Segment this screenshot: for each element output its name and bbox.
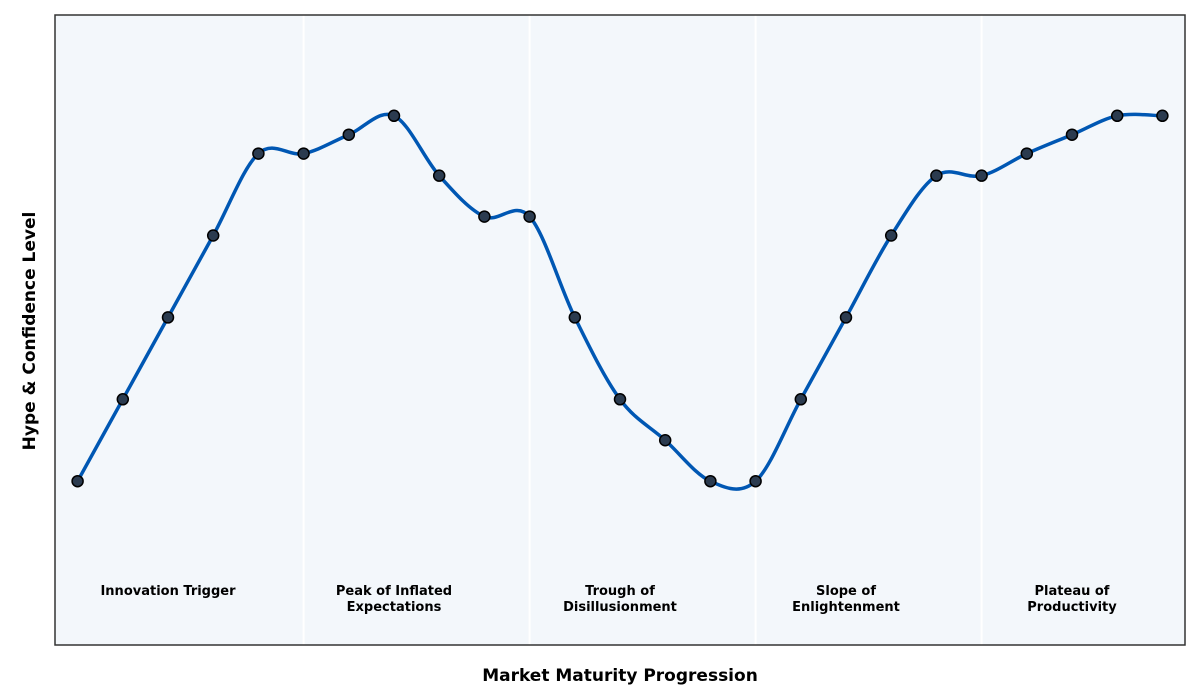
data-point [523,210,536,223]
phase-label: Innovation Trigger [100,584,236,599]
phase-label-line: Productivity [1027,600,1117,615]
data-point [478,210,491,223]
phase-label: Slope of Enlightenment [792,584,900,615]
data-point [704,474,717,488]
phase-label-line: Expectations [347,600,442,615]
phase-label-line: Innovation Trigger [100,584,236,599]
phase-label-line: Disillusionment [563,600,677,615]
data-point [297,147,310,160]
phase-label-line: Enlightenment [792,600,900,615]
data-point [930,169,943,182]
phase-label: Peak of Inflated Expectations [336,584,452,615]
phase-label-line: Slope of [816,584,876,599]
hype-curve-line [76,112,1163,491]
data-point [252,147,265,160]
data-point [794,393,808,406]
data-point [749,474,762,488]
data-point [116,393,130,406]
data-markers [71,109,1169,488]
data-point [1110,109,1124,123]
y-axis-title: Hype & Confidence Level [20,212,40,451]
data-point [161,311,175,324]
data-point [613,393,627,406]
phase-label-line: Peak of Inflated [336,584,452,599]
data-point [839,311,853,324]
data-point [432,169,446,182]
phase-labels: Innovation Trigger Peak of Inflated Expect… [100,584,1117,615]
phase-label-line: Trough of [585,584,655,599]
data-point [1065,128,1079,141]
plot-background [55,15,1185,645]
phase-dividers [302,15,983,645]
data-point [1156,109,1169,123]
x-axis-title: Market Maturity Progression [482,666,758,686]
data-point [568,311,582,324]
data-point [658,434,672,447]
phase-label: Trough of Disillusionment [563,584,677,615]
data-point [206,229,220,242]
data-point [1020,147,1034,160]
data-point [342,128,356,141]
data-point [975,169,988,182]
phase-label: Plateau of Productivity [1027,584,1117,615]
phase-label-line: Plateau of [1035,584,1110,599]
plot-frame [54,14,1186,646]
data-point [387,109,401,123]
data-point [884,229,898,242]
data-point [71,474,84,488]
